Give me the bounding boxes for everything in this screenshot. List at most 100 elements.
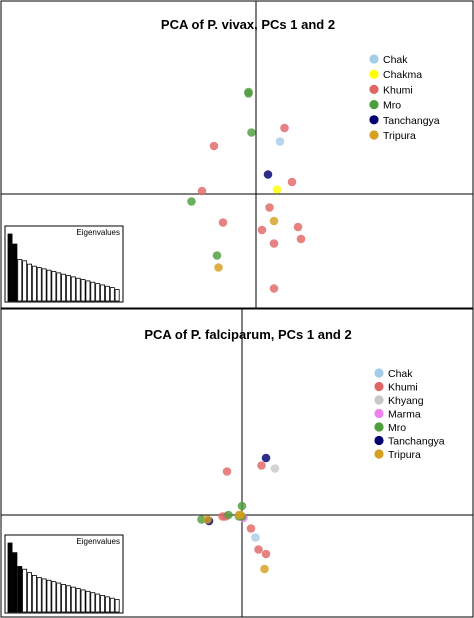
data-point [275,137,285,146]
data-point [203,515,212,524]
data-point [296,234,306,244]
legend-marker [374,408,384,419]
data-point [261,453,271,463]
legend-label: Mro [388,422,406,434]
legend-marker [369,69,379,79]
eigenvalue-bar [56,582,62,613]
data-point [246,524,256,533]
eigenvalue-bar [41,268,47,302]
legend-marker [369,115,379,125]
legend-label: Chakma [383,69,422,81]
legend-label: Khumi [388,382,418,394]
data-point [293,222,303,232]
data-point [244,89,253,98]
eigenvalue-bar [17,259,23,302]
chart-title: PCA of P. falciparum, PCs 1 and 2 [144,327,351,342]
data-point [222,467,232,476]
eigenvalue-bar [70,276,76,302]
data-point [209,141,219,151]
eigenvalue-bar [46,269,52,302]
pca-panel: PCA of P. falciparum, PCs 1 and 2 Chak Khu… [0,308,474,618]
data-point [214,263,223,272]
data-point [269,284,279,293]
eigenvalue-bar [80,589,86,613]
data-point [280,123,289,133]
eigenvalue-bar [36,267,42,302]
data-point [260,564,269,574]
legend-label: Khyang [388,395,424,407]
data-point [269,239,279,248]
eigenvalue-bar [51,271,57,302]
data-point [236,510,245,520]
eigenvalues-label: Eigenvalues [76,228,120,237]
eigenvalue-bar [27,263,32,302]
eigenvalue-bar [41,578,47,613]
eigenvalue-bar [22,260,28,302]
legend-label: Chak [383,54,408,66]
eigenvalue-bar [56,272,62,302]
eigenvalue-bar [22,568,28,613]
data-point [251,533,260,542]
eigenvalue-bar [75,277,81,302]
legend-label: Khumi [383,84,413,96]
legend-label: Tripura [388,449,421,461]
legend-label: Tripura [383,130,416,142]
legend-label: Chak [388,368,413,380]
eigenvalue-bar [61,584,67,613]
data-point [270,464,280,473]
eigenvalue-bar [70,586,76,613]
legend-marker [374,449,384,459]
data-point [187,197,196,206]
eigenvalue-bar [7,233,13,302]
eigenvalue-bar [109,597,115,613]
eigenvalue-bar [27,572,32,613]
legend-label: Marma [388,409,421,421]
eigenvalue-bar [12,243,18,302]
data-point [197,515,206,524]
data-point [257,225,267,235]
data-point [254,545,263,554]
data-point [224,510,233,520]
eigenvalue-bar [85,280,91,302]
legend-label: Mro [383,100,401,112]
eigenvalue-bar [36,577,42,613]
eigenvalue-bar [17,566,23,613]
eigenvalue-bar [90,592,96,613]
data-point [218,218,228,227]
legend-marker [374,368,384,378]
data-point [257,461,266,470]
eigenvalue-bar [80,279,86,302]
data-point [263,170,273,179]
legend-marker [369,100,379,110]
legend-marker [374,422,384,432]
eigenvalue-bar [90,281,96,302]
eigenvalue-bar [95,593,101,613]
legend-marker [369,130,379,140]
legend-marker [374,381,384,392]
eigenvalue-bar [51,581,57,613]
data-point [269,216,279,226]
eigenvalue-bar [109,287,115,302]
eigenvalue-bar [66,275,71,302]
data-point [265,203,274,212]
eigenvalues-label: Eigenvalues [76,537,120,546]
eigenvalue-bar [95,283,101,302]
data-point [272,185,282,194]
legend-label: Tanchangya [383,115,440,127]
legend-label: Tanchangya [388,436,445,448]
eigenvalue-bar [12,552,18,613]
eigenvalue-bar [100,284,105,302]
legend-marker [374,395,384,405]
eigenvalue-bar [104,285,110,302]
eigenvalue-bar [31,265,37,302]
chart-title: PCA of P. vivax, PCs 1 and 2 [161,17,335,32]
eigenvalue-bar [31,575,37,613]
pca-panel: PCA of P. vivax, PCs 1 and 2 Chak Chakma Kh… [0,0,474,309]
eigenvalue-bar [114,599,120,613]
eigenvalue-bar [104,596,110,613]
data-point [212,251,222,260]
data-point [237,501,247,511]
eigenvalue-bar [66,585,71,613]
eigenvalue-bar [75,588,81,613]
